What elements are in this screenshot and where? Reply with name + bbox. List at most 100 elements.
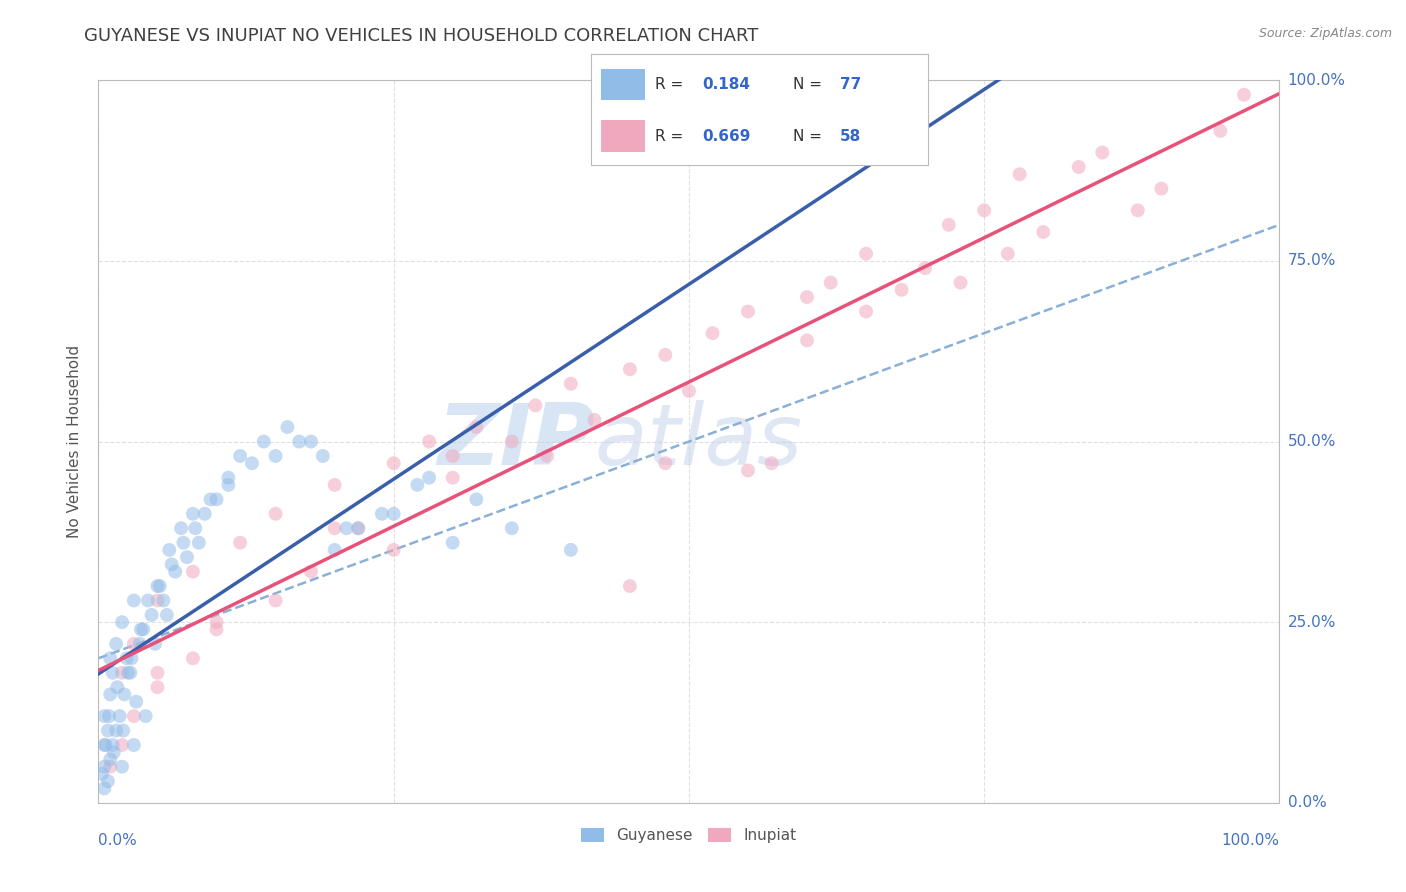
Point bbox=[796, 334, 818, 348]
Point bbox=[98, 687, 121, 701]
Point bbox=[890, 283, 912, 297]
Point bbox=[129, 623, 152, 637]
Point bbox=[121, 651, 143, 665]
Point bbox=[288, 434, 311, 449]
Point bbox=[371, 507, 394, 521]
Point bbox=[761, 456, 783, 470]
Point bbox=[125, 695, 148, 709]
Text: Source: ZipAtlas.com: Source: ZipAtlas.com bbox=[1258, 27, 1392, 40]
Point bbox=[299, 434, 322, 449]
Point bbox=[264, 593, 287, 607]
Point bbox=[560, 542, 582, 557]
Point bbox=[97, 774, 120, 789]
Point bbox=[146, 579, 169, 593]
Point bbox=[501, 521, 523, 535]
Point bbox=[441, 471, 464, 485]
Point bbox=[146, 593, 169, 607]
Point bbox=[93, 760, 115, 774]
Point bbox=[465, 420, 488, 434]
Point bbox=[111, 760, 134, 774]
Point bbox=[98, 752, 121, 766]
Point bbox=[678, 384, 700, 398]
Point bbox=[702, 326, 724, 341]
Point bbox=[382, 507, 405, 521]
Text: R =: R = bbox=[655, 128, 688, 144]
Text: 0.0%: 0.0% bbox=[1288, 796, 1326, 810]
Point bbox=[229, 449, 252, 463]
Point bbox=[152, 593, 174, 607]
Point bbox=[205, 615, 228, 630]
Y-axis label: No Vehicles in Household: No Vehicles in Household bbox=[67, 345, 83, 538]
Point bbox=[619, 362, 641, 376]
Point bbox=[115, 651, 138, 665]
Point bbox=[418, 434, 440, 449]
Point bbox=[855, 304, 877, 318]
Point bbox=[98, 709, 121, 723]
Point bbox=[276, 420, 298, 434]
Point bbox=[583, 413, 606, 427]
Point bbox=[855, 246, 877, 260]
Text: 77: 77 bbox=[841, 78, 862, 92]
Point bbox=[176, 550, 198, 565]
Point bbox=[101, 665, 124, 680]
Point bbox=[97, 723, 120, 738]
Point bbox=[112, 687, 135, 701]
Point bbox=[98, 651, 121, 665]
Point bbox=[105, 680, 128, 694]
Point bbox=[135, 709, 157, 723]
Point bbox=[323, 521, 346, 535]
Point bbox=[111, 665, 134, 680]
Point bbox=[156, 607, 179, 622]
Point bbox=[160, 558, 183, 572]
Point bbox=[1032, 225, 1054, 239]
Point bbox=[217, 471, 239, 485]
Point bbox=[136, 593, 159, 607]
Point bbox=[103, 745, 125, 759]
Point bbox=[122, 709, 145, 723]
Text: 100.0%: 100.0% bbox=[1288, 73, 1346, 87]
Point bbox=[146, 680, 169, 694]
Point bbox=[524, 398, 547, 412]
Point bbox=[93, 781, 115, 796]
Point bbox=[737, 463, 759, 477]
Point bbox=[347, 521, 370, 535]
Point bbox=[264, 449, 287, 463]
Point bbox=[465, 492, 488, 507]
Point bbox=[654, 348, 676, 362]
Point bbox=[101, 738, 124, 752]
Point bbox=[654, 456, 676, 470]
Point bbox=[91, 767, 114, 781]
Point bbox=[240, 456, 263, 470]
Point bbox=[1150, 182, 1173, 196]
Point bbox=[98, 760, 121, 774]
Point bbox=[253, 434, 276, 449]
Point bbox=[122, 593, 145, 607]
Point bbox=[347, 521, 370, 535]
Point bbox=[181, 651, 204, 665]
Point bbox=[187, 535, 209, 549]
Point bbox=[382, 456, 405, 470]
Point bbox=[111, 615, 134, 630]
Legend: Guyanese, Inupiat: Guyanese, Inupiat bbox=[575, 822, 803, 849]
Point bbox=[111, 738, 134, 752]
Point bbox=[619, 579, 641, 593]
Point bbox=[205, 623, 228, 637]
Text: N =: N = bbox=[793, 78, 827, 92]
Point bbox=[108, 709, 131, 723]
Point bbox=[132, 623, 155, 637]
Text: 0.0%: 0.0% bbox=[98, 833, 138, 848]
Point bbox=[194, 507, 217, 521]
Point bbox=[200, 492, 222, 507]
Point bbox=[157, 542, 180, 557]
Text: GUYANESE VS INUPIAT NO VEHICLES IN HOUSEHOLD CORRELATION CHART: GUYANESE VS INUPIAT NO VEHICLES IN HOUSE… bbox=[84, 27, 759, 45]
Bar bbox=[600, 70, 644, 101]
Point bbox=[1126, 203, 1149, 218]
Text: 0.184: 0.184 bbox=[702, 78, 749, 92]
Point bbox=[122, 637, 145, 651]
Point bbox=[170, 521, 193, 535]
Text: ZIP: ZIP bbox=[437, 400, 595, 483]
Point bbox=[165, 565, 187, 579]
Point bbox=[1008, 167, 1031, 181]
Point bbox=[94, 738, 117, 752]
Point bbox=[217, 478, 239, 492]
